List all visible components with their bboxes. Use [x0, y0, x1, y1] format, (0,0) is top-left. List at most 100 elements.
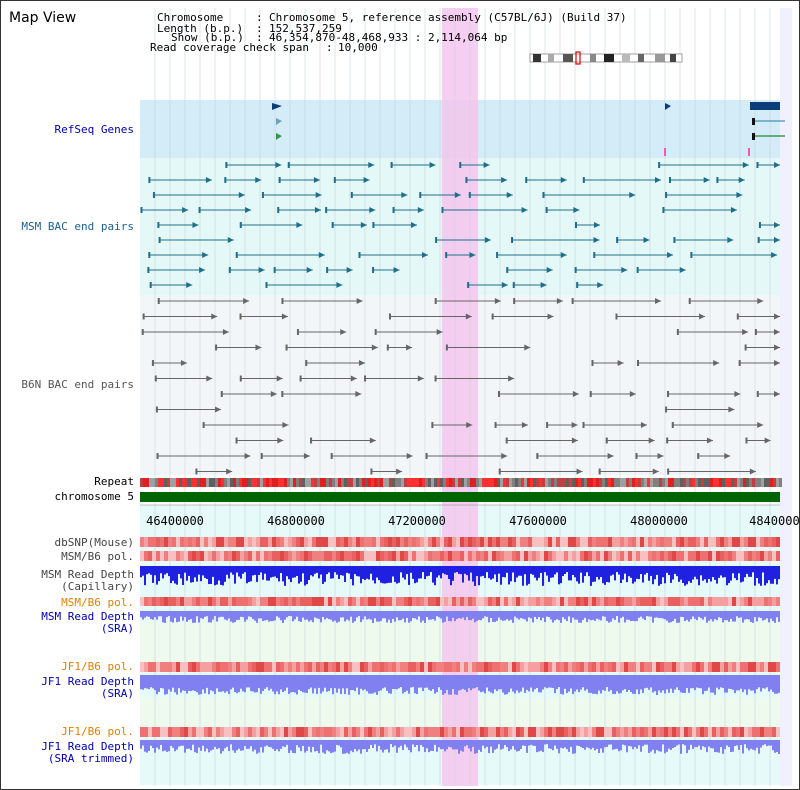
msm-sra-depth-bar: [772, 611, 774, 622]
track-label-jf1-depth-sra[interactable]: JF1 Read Depth: [41, 675, 134, 688]
track-label-jf1-b6-pol[interactable]: JF1/B6 pol.: [61, 660, 134, 673]
jf1-sra-depth-bar: [334, 675, 336, 689]
jf1-trim-depth-bar: [438, 740, 440, 748]
repeat-segment: [770, 478, 773, 487]
msm-sra-depth-bar: [490, 611, 492, 619]
dbsnp-cell: [644, 537, 648, 547]
msm-cap-depth-bar: [632, 566, 634, 584]
repeat-segment: [236, 478, 239, 487]
track-label-b6n-bac[interactable]: B6N BAC end pairs: [21, 378, 134, 391]
msm-cap-depth-bar: [672, 566, 674, 580]
jf1-sra-depth-bar: [610, 675, 612, 690]
msm-cap-depth-bar: [194, 566, 196, 578]
jf1-sra-depth-bar: [222, 675, 224, 692]
track-label-msm-b6-pol[interactable]: MSM/B6 pol.: [61, 550, 134, 563]
ideogram-band: [670, 54, 676, 62]
jf1-sra-depth-bar: [626, 675, 628, 692]
msm-cap-depth-bar: [682, 566, 684, 583]
track-label-dbsnp[interactable]: dbSNP(Mouse): [54, 536, 134, 549]
msm-sra-pol-cell: [616, 597, 620, 606]
jf1-pol-cell: [300, 662, 304, 672]
jf1-sra-depth-bar: [456, 675, 458, 695]
msm-sra-depth-bar: [548, 611, 550, 618]
track-label-repeat[interactable]: Repeat: [94, 475, 134, 488]
jf1-pol2-cell: [432, 727, 436, 737]
jf1-pol2-cell: [700, 727, 704, 737]
jf1-pol-cell: [140, 662, 144, 672]
msm-pol-cell: [776, 551, 780, 561]
msm-sra-depth-bar: [758, 611, 760, 618]
msm-sra-depth-bar: [190, 611, 192, 620]
msm-cap-depth-bar: [504, 566, 506, 578]
msm-cap-depth-bar: [288, 566, 290, 580]
msm-sra-pol-cell: [588, 597, 592, 606]
jf1-trim-depth-bar: [376, 740, 378, 752]
jf1-trim-depth-bar: [718, 740, 720, 753]
dbsnp-cell: [220, 537, 224, 547]
msm-cap-depth-bar: [344, 566, 346, 582]
dbsnp-cell: [532, 537, 536, 547]
msm-cap-depth-bar: [274, 566, 276, 577]
jf1-pol2-cell: [552, 727, 556, 737]
msm-cap-depth-bar: [458, 566, 460, 574]
track-label-jf1-b6-pol-2[interactable]: JF1/B6 pol.: [61, 725, 134, 738]
jf1-pol2-cell: [476, 727, 480, 737]
track-label-msm-b6-pol-sra[interactable]: MSM/B6 pol.: [61, 596, 134, 609]
msm-cap-depth-bar: [452, 566, 454, 581]
jf1-pol2-cell: [308, 727, 312, 737]
jf1-pol2-cell: [544, 727, 548, 737]
repeat-segment: [482, 478, 485, 487]
msm-pol-cell: [168, 551, 172, 561]
msm-sra-depth-bar: [488, 611, 490, 623]
jf1-trim-depth-bar: [548, 740, 550, 749]
jf1-pol-cell: [148, 662, 152, 672]
msm-bac-end: [560, 177, 567, 183]
track-label-refseq[interactable]: RefSeq Genes: [54, 123, 134, 136]
jf1-sra-depth-bar: [142, 675, 144, 690]
msm-sra-pol-cell: [740, 597, 744, 606]
track-label-msm-depth-sra[interactable]: MSM Read Depth: [41, 610, 134, 623]
msm-sra-pol-cell: [172, 597, 176, 606]
msm-cap-depth-bar: [772, 566, 774, 584]
track-label-msm-depth-capillary[interactable]: MSM Read Depth: [41, 568, 134, 581]
msm-sra-depth-bar: [234, 611, 236, 623]
jf1-trim-depth-bar: [604, 740, 606, 748]
msm-bac-end: [468, 192, 471, 198]
msm-cap-depth-bar: [738, 566, 740, 574]
msm-cap-depth-bar: [262, 566, 264, 580]
jf1-trim-depth-bar: [416, 740, 418, 746]
jf1-pol-cell: [656, 662, 660, 672]
repeat-segment: [533, 478, 536, 487]
msm-bac-end: [350, 192, 353, 198]
msm-bac-end: [277, 207, 280, 213]
repeat-segment: [353, 478, 356, 487]
msm-pol-cell: [476, 551, 480, 561]
msm-sra-depth-bar: [526, 611, 528, 622]
jf1-trim-depth-bar: [140, 740, 142, 749]
jf1-sra-depth-bar: [350, 675, 352, 690]
jf1-sra-depth-bar: [504, 675, 506, 695]
msm-cap-depth-bar: [356, 566, 358, 577]
jf1-trim-depth-bar: [196, 740, 198, 754]
jf1-pol-cell: [260, 662, 264, 672]
jf1-pol-cell: [676, 662, 680, 672]
track-label-msm-bac[interactable]: MSM BAC end pairs: [21, 220, 134, 233]
jf1-sra-depth-bar: [512, 675, 514, 692]
jf1-sra-depth-bar: [178, 675, 180, 689]
jf1-pol2-cell: [560, 727, 564, 737]
msm-sra-depth-bar: [222, 611, 224, 617]
msm-pol-cell: [592, 551, 596, 561]
repeat-segment: [476, 478, 479, 487]
msm-cap-depth-bar: [542, 566, 544, 586]
b6n-bac-end: [364, 375, 367, 382]
msm-sra-pol-cell: [340, 597, 344, 606]
msm-cap-depth-bar: [336, 566, 338, 575]
track-label-jf1-depth-trimmed[interactable]: JF1 Read Depth: [41, 740, 134, 753]
dbsnp-cell: [344, 537, 348, 547]
msm-bac-end: [265, 282, 268, 288]
msm-sra-depth-bar: [186, 611, 188, 622]
msm-cap-depth-bar: [228, 566, 230, 579]
jf1-pol-cell: [356, 662, 360, 672]
msm-sra-depth-bar: [174, 611, 176, 618]
